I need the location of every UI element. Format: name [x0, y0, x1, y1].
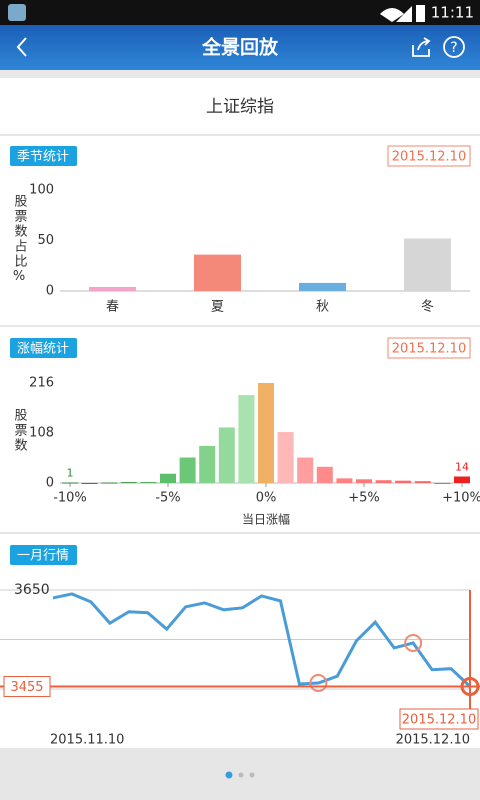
- crosshair-date: 2015.12.10: [402, 713, 476, 728]
- app-icon: [8, 4, 26, 21]
- bar: [101, 482, 118, 484]
- date-box: [387, 145, 471, 167]
- date-box: [387, 337, 471, 359]
- bar: [62, 482, 78, 484]
- alarm-icon: [404, 633, 423, 652]
- back-button[interactable]: [16, 37, 27, 57]
- page-dot[interactable]: [238, 772, 244, 778]
- y-tick-label: 3650: [14, 582, 50, 598]
- x-tick-label: +5%: [348, 491, 380, 506]
- y-axis-label: 股票数: [12, 408, 28, 453]
- x-tick-label: 冬: [421, 299, 434, 315]
- y-tick-label: 0: [46, 476, 54, 491]
- date-box: [399, 708, 479, 730]
- bar: [356, 479, 372, 483]
- x-tick-label: 夏: [211, 300, 224, 315]
- section-tag-bg: [10, 146, 77, 166]
- current-point: [460, 677, 480, 697]
- value-label: 14: [455, 461, 469, 474]
- x-tick-label: 2015.12.10: [396, 733, 470, 748]
- bar: [434, 483, 451, 484]
- section-tag: 季节统计: [17, 150, 69, 165]
- x-tick-label: +10%: [442, 491, 480, 506]
- x-tick-label: 春: [106, 300, 119, 315]
- header: [0, 25, 480, 70]
- bar: [160, 473, 176, 483]
- bar: [375, 480, 392, 483]
- bar: [258, 383, 274, 483]
- section-tag-bg: [10, 545, 77, 565]
- bar: [316, 466, 333, 483]
- value-label: 1: [67, 467, 74, 480]
- x-tick-label: 0%: [256, 491, 277, 506]
- crosshair-value: 3455: [10, 680, 43, 695]
- y-tick-label: 108: [29, 426, 54, 441]
- y-tick-label: 50: [37, 233, 54, 248]
- x-tick-label: 2015.11.10: [50, 733, 124, 748]
- date-label: 2015.12.10: [392, 342, 466, 357]
- y-tick-label: 100: [29, 183, 54, 198]
- y-axis-label: 股票数占比%: [12, 194, 28, 286]
- bar: [81, 483, 98, 484]
- date-label: 2015.12.10: [392, 150, 466, 165]
- header-title: 全景回放: [201, 36, 279, 59]
- help-button[interactable]: [443, 36, 465, 58]
- section-tag-bg: [10, 338, 77, 358]
- bar: [120, 482, 137, 484]
- x-tick-label: 秋: [316, 300, 329, 315]
- bar: [199, 445, 216, 483]
- bar: [89, 286, 136, 291]
- bar: [336, 478, 353, 483]
- section-tag: 一月行情: [17, 549, 69, 564]
- page-dot-active[interactable]: [225, 771, 233, 779]
- bar: [238, 395, 255, 483]
- x-axis-label: 当日涨幅: [242, 512, 290, 527]
- signal-icon: [396, 6, 412, 22]
- help-mark: ?: [450, 40, 457, 56]
- divider: [0, 70, 480, 78]
- bar: [414, 481, 431, 483]
- bar: [297, 457, 314, 483]
- bar: [179, 457, 196, 483]
- bar: [404, 238, 451, 291]
- x-tick-label: -5%: [155, 491, 180, 506]
- bar: [218, 427, 235, 483]
- status-time: 11:11: [431, 4, 474, 22]
- price-line: [52, 592, 472, 688]
- x-tick-label: -10%: [53, 491, 87, 506]
- bar: [277, 432, 294, 483]
- bar: [140, 482, 157, 484]
- share-button[interactable]: [412, 37, 431, 57]
- battery-icon: [416, 5, 425, 22]
- y-tick-label: 0: [46, 284, 54, 299]
- alarm-icon: [309, 674, 328, 693]
- page-dot[interactable]: [249, 772, 255, 778]
- bar: [454, 476, 470, 483]
- wifi-icon: [380, 8, 404, 22]
- section-tag: 涨幅统计: [17, 342, 69, 357]
- y-tick-label: 216: [29, 376, 54, 391]
- bar: [194, 254, 241, 291]
- index-name: 上证综指: [206, 97, 274, 117]
- bar: [395, 480, 412, 483]
- bar: [299, 282, 346, 291]
- value-box: [3, 676, 51, 698]
